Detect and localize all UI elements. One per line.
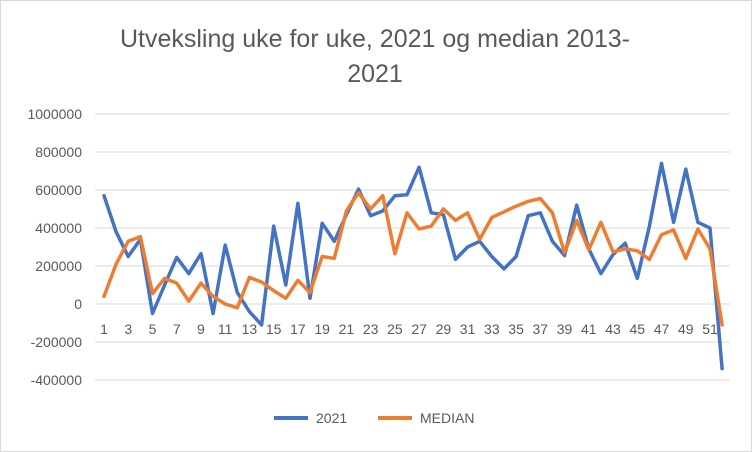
x-tick-label: 37 [533, 321, 549, 337]
legend-item-median: MEDIAN [378, 410, 474, 426]
x-tick-label: 43 [605, 321, 621, 337]
series-lines [102, 161, 724, 371]
x-tick-label: 47 [654, 321, 670, 337]
x-tick-label: 17 [290, 321, 306, 337]
x-tick-label: 41 [581, 321, 597, 337]
y-tick-label: 200000 [35, 258, 82, 274]
x-tick-label: 45 [629, 321, 645, 337]
x-tick-label: 39 [557, 321, 573, 337]
legend-label-2021: 2021 [316, 410, 348, 426]
x-tick-label: 49 [678, 321, 694, 337]
x-tick-label: 3 [124, 321, 132, 337]
x-tick-label: 33 [484, 321, 500, 337]
legend-item-2021: 2021 [274, 410, 347, 426]
x-tick-label: 31 [460, 321, 476, 337]
gridlines [95, 113, 730, 381]
y-tick-label: 0 [74, 296, 82, 312]
x-tick-label: 7 [173, 321, 181, 337]
x-tick-label: 11 [218, 321, 233, 337]
y-axis-tick-labels: -400000 -200000 0 200000 400000 600000 800000 1… [27, 106, 82, 388]
y-tick-label: 600000 [35, 182, 82, 198]
legend-label-median: MEDIAN [420, 410, 475, 426]
legend-swatch-2021 [274, 416, 308, 420]
y-tick-label: -200000 [31, 334, 83, 350]
x-tick-label: 9 [197, 321, 205, 337]
y-tick-label: 400000 [35, 220, 82, 236]
x-tick-label: 29 [436, 321, 452, 337]
y-tick-label: -400000 [31, 372, 83, 388]
x-tick-label: 35 [508, 321, 524, 337]
x-tick-label: 15 [266, 321, 282, 337]
legend-swatch-median [378, 416, 412, 420]
x-tick-label: 19 [314, 321, 330, 337]
x-tick-label: 51 [702, 321, 718, 337]
chart-title: Utveksling uke for uke, 2021 og median 2… [119, 25, 631, 88]
x-tick-label: 5 [149, 321, 157, 337]
series-line-median [102, 191, 724, 327]
x-axis-tick-labels: 1 3 5 7 9 11 13 15 17 19 21 23 25 27 29 31 33 35 37 39 41 43 4… [100, 321, 718, 337]
legend: 2021 MEDIAN [0, 410, 752, 430]
x-tick-label: 21 [339, 321, 355, 337]
y-tick-label: 800000 [35, 144, 82, 160]
y-tick-label: 1000000 [27, 106, 82, 122]
x-tick-label: 13 [242, 321, 258, 337]
x-tick-label: 27 [411, 321, 427, 337]
x-tick-label: 1 [100, 321, 108, 337]
x-tick-label: 25 [387, 321, 403, 337]
x-tick-label: 23 [363, 321, 379, 337]
